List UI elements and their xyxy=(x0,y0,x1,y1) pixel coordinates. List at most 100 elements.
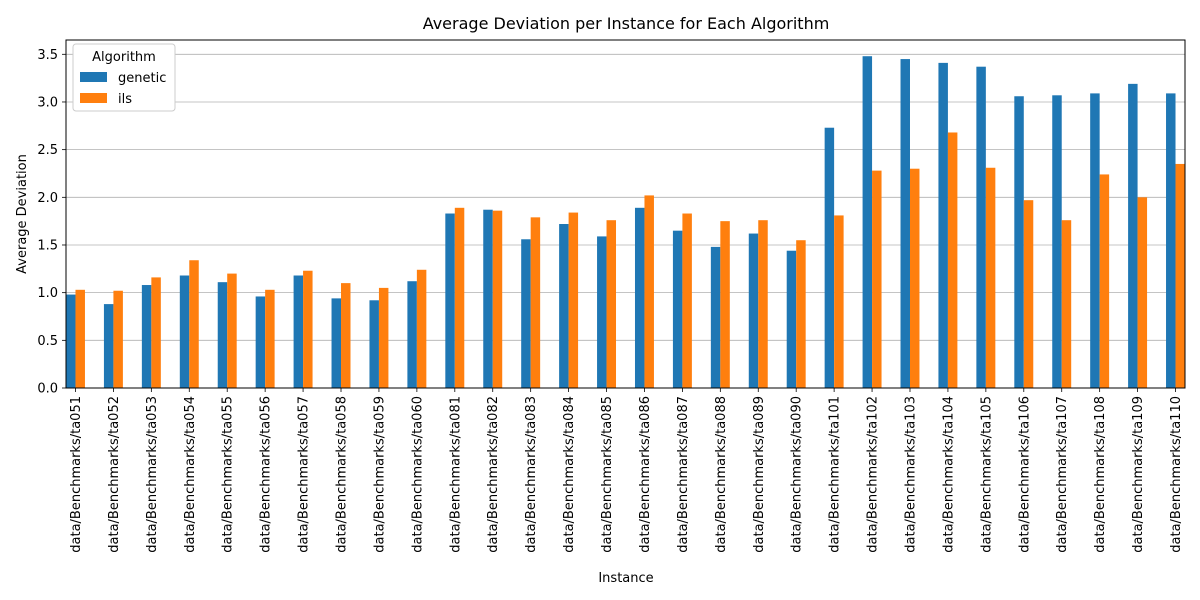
bar-genetic xyxy=(141,285,152,388)
bar-genetic xyxy=(1128,83,1138,389)
bar-genetic xyxy=(293,275,304,388)
bar-ils xyxy=(682,213,692,388)
plot-frame xyxy=(65,39,1186,389)
bar-ils xyxy=(454,207,465,388)
bar-genetic xyxy=(710,246,721,388)
x-tick-label: data/Benchmarks/ta105 xyxy=(979,396,994,553)
x-tick-label: data/Benchmarks/ta083 xyxy=(524,396,539,553)
x-tick-label: data/Benchmarks/ta058 xyxy=(335,396,350,553)
bar-genetic xyxy=(483,209,493,388)
x-tick-label: data/Benchmarks/ta054 xyxy=(183,396,198,553)
x-tick-label: data/Benchmarks/ta108 xyxy=(1093,396,1108,553)
bar-ils xyxy=(568,212,579,388)
y-tick-label: 3.5 xyxy=(37,48,58,63)
bars xyxy=(66,56,1185,389)
bar-genetic xyxy=(938,62,948,388)
bar-genetic xyxy=(559,224,569,388)
y-tick-label: 2.5 xyxy=(37,143,58,158)
x-tick-label: data/Benchmarks/ta087 xyxy=(676,396,691,553)
bar-genetic xyxy=(862,56,873,389)
bar-genetic xyxy=(786,250,797,388)
x-tick-label: data/Benchmarks/ta085 xyxy=(600,396,615,553)
bar-ils xyxy=(909,168,920,388)
y-tick-label: 0.0 xyxy=(37,382,58,397)
bar-genetic xyxy=(217,282,228,388)
y-axis-ticks: 0.0 0.5 1.0 1.5 2.0 2.5 3.0 3.5 xyxy=(37,48,66,397)
legend-swatch-genetic xyxy=(80,72,107,82)
bar-genetic xyxy=(255,296,266,388)
y-grid xyxy=(66,53,1185,389)
bar-genetic xyxy=(407,281,417,388)
y-tick-label: 3.0 xyxy=(37,95,58,110)
x-tick-label: data/Benchmarks/ta089 xyxy=(752,396,767,553)
x-axis-label: Instance xyxy=(598,571,653,586)
bar-ils xyxy=(606,220,617,388)
bar-genetic xyxy=(445,213,455,388)
legend-label-genetic: genetic xyxy=(118,71,166,86)
x-tick-label: data/Benchmarks/ta090 xyxy=(790,396,805,553)
y-axis-label: Average Deviation xyxy=(15,154,30,274)
bar-ils xyxy=(75,289,85,388)
bar-ils xyxy=(834,215,844,388)
bar-ils xyxy=(530,217,541,388)
x-tick-label: data/Benchmarks/ta060 xyxy=(410,396,425,553)
x-tick-label: data/Benchmarks/ta103 xyxy=(903,396,918,553)
x-tick-label: data/Benchmarks/ta110 xyxy=(1169,396,1184,553)
bar-ils xyxy=(1099,174,1110,388)
x-tick-label: data/Benchmarks/ta102 xyxy=(866,396,881,553)
y-tick-label: 1.5 xyxy=(37,238,58,253)
y-tick-label: 1.0 xyxy=(37,286,58,301)
x-tick-label: data/Benchmarks/ta104 xyxy=(941,396,956,553)
x-tick-label: data/Benchmarks/ta053 xyxy=(145,396,160,553)
x-tick-label: data/Benchmarks/ta082 xyxy=(486,396,501,553)
bar-ils xyxy=(796,240,806,388)
bar-ils xyxy=(1061,220,1072,388)
bar-ils xyxy=(720,221,730,388)
bar-ils xyxy=(341,283,351,388)
y-tick-label: 2.0 xyxy=(37,191,58,206)
x-tick-label: data/Benchmarks/ta055 xyxy=(221,396,236,553)
bar-genetic xyxy=(824,127,835,388)
legend: Algorithm genetic ils xyxy=(72,43,176,112)
bar-ils xyxy=(1023,200,1034,388)
bar-ils xyxy=(189,260,199,388)
bar-genetic xyxy=(634,207,645,388)
bar-genetic xyxy=(1052,95,1062,389)
x-tick-label: data/Benchmarks/ta052 xyxy=(107,396,122,553)
bar-genetic xyxy=(748,233,759,388)
bar-genetic xyxy=(900,59,910,388)
bar-ils xyxy=(644,195,654,388)
bar-ils xyxy=(758,220,768,388)
x-tick-label: data/Benchmarks/ta086 xyxy=(638,396,653,553)
y-tick-label: 0.5 xyxy=(37,334,58,349)
bar-ils xyxy=(872,170,882,388)
bar-genetic xyxy=(672,230,683,388)
bar-ils xyxy=(303,270,313,388)
bar-genetic xyxy=(976,66,986,388)
bar-ils xyxy=(265,289,275,388)
legend-label-ils: ils xyxy=(118,92,132,107)
bar-ils xyxy=(378,287,389,388)
bar-ils xyxy=(113,290,123,388)
bar-ils xyxy=(1175,163,1185,388)
bar-genetic xyxy=(331,298,342,388)
x-tick-label: data/Benchmarks/ta081 xyxy=(448,396,463,553)
x-tick-label: data/Benchmarks/ta088 xyxy=(714,396,729,553)
bar-ils xyxy=(947,132,958,388)
x-tick-label: data/Benchmarks/ta107 xyxy=(1055,396,1070,553)
bar-ils xyxy=(151,277,161,388)
bar-genetic xyxy=(1090,93,1100,388)
bar-genetic xyxy=(521,239,531,388)
bar-ils xyxy=(1137,197,1148,388)
bar-genetic xyxy=(179,275,190,388)
bar-ils xyxy=(985,167,996,388)
bar-genetic xyxy=(1014,96,1024,388)
x-tick-label: data/Benchmarks/ta101 xyxy=(828,396,843,553)
bar-genetic xyxy=(103,304,114,388)
x-tick-label: data/Benchmarks/ta106 xyxy=(1017,396,1032,553)
bar-genetic xyxy=(66,294,76,388)
bar-genetic xyxy=(597,236,607,388)
chart-title: Average Deviation per Instance for Each … xyxy=(423,14,830,33)
legend-title: Algorithm xyxy=(92,50,156,65)
